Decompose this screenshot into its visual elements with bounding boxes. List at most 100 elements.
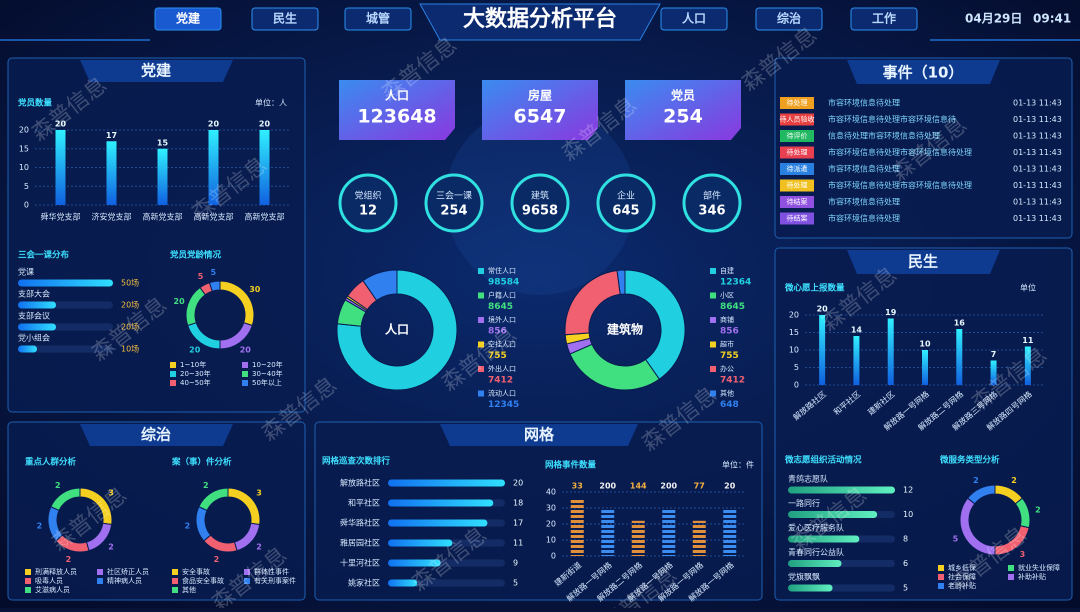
panel-title: 网格	[524, 426, 555, 444]
legend-value: 755	[720, 351, 739, 361]
slice-label: 2	[1011, 476, 1017, 485]
nav-button[interactable]	[850, 7, 918, 31]
event-text: 市容环境信息待处理	[828, 213, 900, 223]
slice-label: 20	[240, 345, 252, 354]
legend-swatch	[938, 574, 944, 580]
bar-label: 和平社区	[348, 498, 380, 508]
nav-button[interactable]	[251, 7, 319, 31]
donut-slice	[966, 484, 996, 505]
stat-value: 9658	[522, 204, 558, 219]
slice-label: 2	[108, 542, 114, 551]
legend-swatch	[172, 587, 178, 593]
legend-swatch	[478, 366, 484, 372]
bar	[157, 148, 168, 205]
legend-label: 30~40年	[252, 369, 283, 378]
bar-label: 舜华路社区	[340, 518, 380, 528]
event-text: 市容环境信息待处理	[828, 164, 900, 174]
bar	[388, 559, 441, 567]
value-label: 15	[157, 138, 169, 147]
bar-label: 支部会议	[18, 311, 50, 321]
bar	[819, 315, 826, 385]
bar-label: 支部大会	[18, 289, 50, 299]
legend-swatch	[478, 292, 484, 299]
legend-swatch	[242, 371, 248, 377]
legend-swatch	[478, 390, 484, 397]
bar	[692, 520, 706, 556]
y-tick-label: 20	[546, 520, 556, 529]
legend-swatch	[25, 569, 31, 575]
y-tick-label: 0	[794, 381, 799, 390]
legend-swatch	[710, 366, 716, 372]
slice-label: 2	[973, 476, 979, 485]
status-tag	[780, 146, 814, 159]
nav-button[interactable]	[154, 7, 222, 31]
event-time: 01-13 11:43	[1013, 148, 1062, 157]
y-tick-label: 0	[24, 201, 29, 210]
legend-label: 艾滋病人员	[35, 585, 70, 594]
legend-swatch	[242, 380, 248, 386]
event-time: 01-13 11:43	[1013, 198, 1062, 207]
status-tag	[780, 163, 814, 175]
nav-button[interactable]	[755, 7, 823, 31]
legend-label: 流动人口	[488, 389, 516, 398]
value-label: 6	[903, 559, 908, 568]
stat-label: 党组织	[354, 190, 381, 202]
stat-label: 建筑	[531, 190, 549, 202]
legend-label: 群体性事件	[254, 567, 289, 576]
legend-value: 755	[488, 351, 507, 361]
y-tick-label: 20	[789, 311, 799, 320]
x-tick-label: 济安党支部	[92, 212, 132, 222]
value-label: 17	[513, 519, 523, 528]
panel	[7, 421, 306, 601]
donut-center: 建筑物	[606, 322, 643, 337]
bar	[55, 130, 66, 205]
nav-label: 工作	[872, 11, 896, 26]
legend-label: 其他	[182, 585, 196, 594]
legend-value: 7412	[720, 376, 745, 386]
legend-swatch	[938, 565, 944, 571]
legend-swatch	[244, 578, 250, 584]
nav-label: 城管	[366, 11, 390, 26]
event-time: 01-13 11:43	[1013, 214, 1062, 223]
legend-label: 食品安全事故	[182, 576, 224, 585]
y-tick-label: 15	[789, 328, 799, 337]
legend-label: 商铺	[720, 315, 734, 324]
legend-label: 小区	[720, 291, 734, 300]
bar	[388, 479, 505, 487]
value-label: 20	[259, 120, 271, 129]
legend-swatch	[478, 317, 484, 323]
value-label: 9	[513, 559, 518, 568]
status-label: 待处理	[787, 181, 808, 190]
legend-swatch	[1008, 574, 1014, 580]
unit: 单位	[1020, 283, 1036, 293]
stat-ring	[510, 173, 570, 233]
subtitle: 网格巡查次数排行	[322, 456, 391, 467]
event-text: 市容环境信息待处理市容环境信息待处理	[828, 147, 972, 157]
bar-track	[18, 345, 113, 353]
legend-swatch	[710, 341, 716, 348]
status-tag	[780, 196, 814, 208]
slice-label: 2	[1035, 506, 1041, 515]
legend-label: 其他	[720, 389, 734, 398]
event-text: 市容环境信息待处理	[828, 197, 900, 207]
status-tag	[780, 97, 814, 109]
nav-button[interactable]	[344, 7, 412, 31]
stat-ring	[338, 173, 398, 233]
slice-label: 3	[1020, 550, 1026, 559]
y-tick-label: 20	[19, 126, 29, 135]
slice-label: 3	[108, 489, 114, 498]
slice-label: 20	[189, 345, 201, 354]
panel-head	[847, 250, 1000, 274]
nav-button[interactable]	[660, 7, 728, 31]
bar	[788, 511, 878, 518]
kpi-value: 123648	[357, 106, 436, 128]
legend-label: 超市	[720, 340, 734, 349]
legend-value: 648	[720, 400, 739, 410]
legend-swatch	[710, 268, 716, 274]
legend-label: 20~30年	[180, 369, 211, 378]
legend-swatch	[710, 317, 716, 323]
slice-label: 2	[37, 521, 43, 530]
legend-value: 12364	[720, 278, 751, 288]
value-label: 19	[885, 308, 897, 317]
legend-swatch	[170, 371, 176, 377]
